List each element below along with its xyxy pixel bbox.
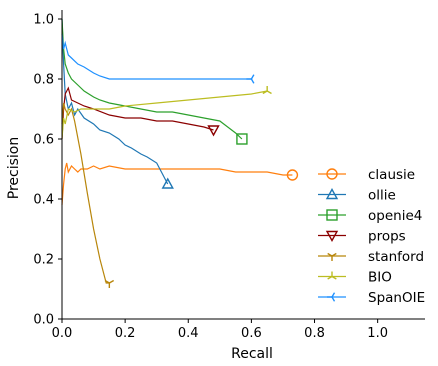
y-tick-label: 0.6 bbox=[33, 133, 54, 148]
series-line-ollie bbox=[61, 18, 169, 185]
legend: clausie ollie openie4 props stanford BIO SpanO… bbox=[318, 167, 425, 306]
series-end-marker-props bbox=[207, 125, 220, 137]
legend-item-stanford: stanford bbox=[318, 249, 424, 265]
series-line-spanoie bbox=[61, 33, 252, 80]
x-tick-label: 0.2 bbox=[115, 326, 136, 341]
x-tick-label: 0.6 bbox=[241, 326, 262, 341]
end-markers bbox=[104, 74, 299, 288]
series-line-props bbox=[61, 86, 214, 140]
legend-label: props bbox=[368, 229, 406, 245]
legend-label: clausie bbox=[368, 167, 415, 183]
x-tick-label: 0.4 bbox=[178, 326, 199, 341]
series-line-stanford bbox=[61, 102, 110, 284]
legend-swatch-marker bbox=[326, 209, 338, 221]
legend-item-bio: BIO bbox=[318, 270, 392, 286]
legend-item-props: props bbox=[318, 229, 406, 245]
legend-label: stanford bbox=[368, 249, 424, 265]
series-line-openie4 bbox=[61, 18, 243, 140]
legend-label: SpanOIE bbox=[368, 290, 425, 306]
series-end-marker-clausie bbox=[286, 169, 299, 181]
legend-label: ollie bbox=[368, 188, 396, 204]
legend-item-openie4: openie4 bbox=[318, 208, 422, 224]
legend-swatch-marker bbox=[325, 188, 339, 200]
legend-item-clausie: clausie bbox=[318, 167, 415, 183]
legend-label: openie4 bbox=[368, 208, 422, 224]
plot-lines bbox=[61, 18, 293, 284]
series-end-marker-openie4 bbox=[236, 133, 248, 145]
legend-item-ollie: ollie bbox=[318, 188, 396, 204]
x-tick-label: 0.8 bbox=[304, 326, 325, 341]
y-tick-label: 0.4 bbox=[33, 193, 54, 208]
series-end-marker-spanoie bbox=[246, 74, 255, 84]
legend-swatch-marker bbox=[325, 230, 339, 242]
y-tick-label: 0.8 bbox=[33, 73, 54, 88]
x-tick-label: 0.0 bbox=[52, 326, 73, 341]
y-axis-label: Precision bbox=[6, 137, 22, 199]
series-end-marker-bio bbox=[262, 86, 272, 95]
y-tick-label: 0.0 bbox=[33, 313, 54, 328]
legend-swatch-marker bbox=[327, 292, 336, 302]
axes: 0.0 0.2 0.4 0.6 0.8 1.0 0.0 0.2 0.4 0.6 0.8 1.0 bbox=[33, 10, 425, 341]
series-line-bio bbox=[61, 90, 268, 140]
x-tick-label: 1.0 bbox=[367, 326, 388, 341]
series-end-marker-stanford bbox=[104, 279, 115, 288]
y-tick-label: 0.2 bbox=[33, 253, 54, 268]
legend-swatch-marker bbox=[327, 271, 337, 280]
legend-swatch-marker bbox=[326, 168, 338, 180]
series-end-marker-ollie bbox=[161, 177, 174, 189]
legend-label: BIO bbox=[368, 270, 392, 286]
x-axis-label: Recall bbox=[231, 346, 273, 362]
legend-swatch-marker bbox=[327, 252, 337, 261]
y-tick-label: 1.0 bbox=[33, 13, 54, 28]
legend-item-spanoie: SpanOIE bbox=[318, 290, 425, 306]
series-line-clausie bbox=[61, 162, 293, 206]
